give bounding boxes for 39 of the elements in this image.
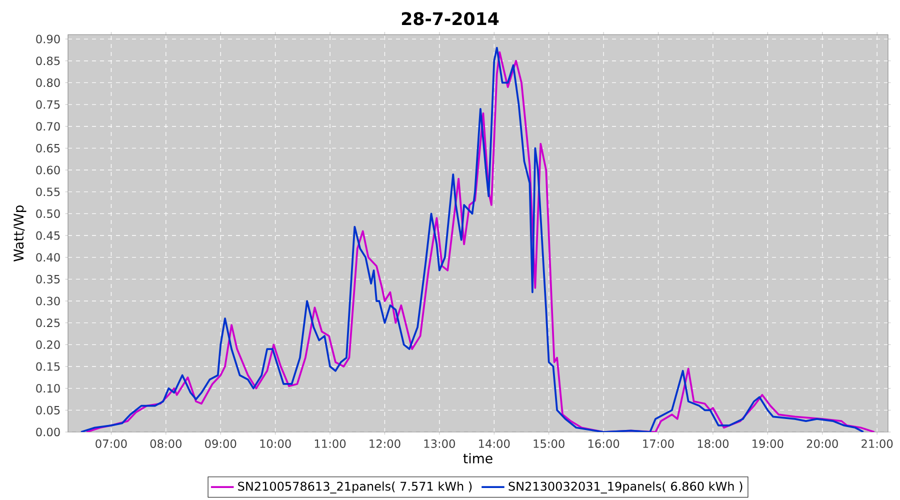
x-tick-label: 09:00 — [205, 439, 236, 448]
y-tick-label: 0.60 — [36, 166, 60, 174]
x-tick-label: 07:00 — [96, 439, 127, 448]
y-tick-label: 0.75 — [36, 100, 60, 109]
x-tick-label: 13:00 — [424, 439, 456, 448]
y-tick-label: 0.25 — [36, 318, 60, 328]
y-tick-label: 0.70 — [36, 122, 60, 131]
x-tick-label: 21:00 — [862, 439, 893, 448]
x-tick-label: 12:00 — [370, 439, 400, 448]
y-tick-label: 0.40 — [36, 253, 60, 262]
y-tick-label: 0.55 — [36, 188, 60, 196]
legend-label: SN2130032031_19panels( 6.860 kWh ) — [508, 482, 742, 494]
x-tick-label: 15:00 — [534, 439, 564, 448]
x-tick-label: 20:00 — [806, 439, 838, 448]
x-tick-label: 10:00 — [260, 439, 291, 448]
x-tick-label: 08:00 — [150, 439, 182, 448]
x-tick-label: 14:00 — [479, 439, 510, 448]
y-tick-label: 0.15 — [36, 362, 60, 371]
y-tick-label: 0.10 — [36, 384, 60, 393]
y-axis-title: Watt/Wp — [14, 205, 26, 262]
y-tick-label: 0.80 — [36, 78, 60, 87]
x-tick-label: 17:00 — [643, 439, 674, 448]
x-tick-label: 16:00 — [588, 439, 620, 448]
x-tick-label: 11:00 — [314, 439, 346, 448]
y-tick-label: 0.30 — [36, 296, 60, 306]
y-tick-label: 0.35 — [36, 274, 60, 284]
x-tick-label: 19:00 — [752, 439, 784, 448]
y-tick-label: 0.65 — [36, 144, 60, 152]
y-tick-label: 0.05 — [36, 406, 60, 414]
y-tick-label: 0.85 — [36, 56, 60, 66]
legend-label: SN2100578613_21panels( 7.571 kWh ) — [238, 482, 472, 494]
x-tick-label: 18:00 — [698, 439, 729, 448]
y-tick-label: 0.45 — [36, 231, 60, 240]
chart-title: 28-7-2014 — [402, 12, 499, 26]
y-tick-label: 0.20 — [36, 340, 60, 349]
y-tick-label: 0.00 — [36, 428, 60, 436]
x-axis-title: time — [463, 453, 492, 464]
y-tick-label: 0.90 — [36, 34, 60, 44]
y-tick-label: 0.50 — [36, 209, 60, 218]
